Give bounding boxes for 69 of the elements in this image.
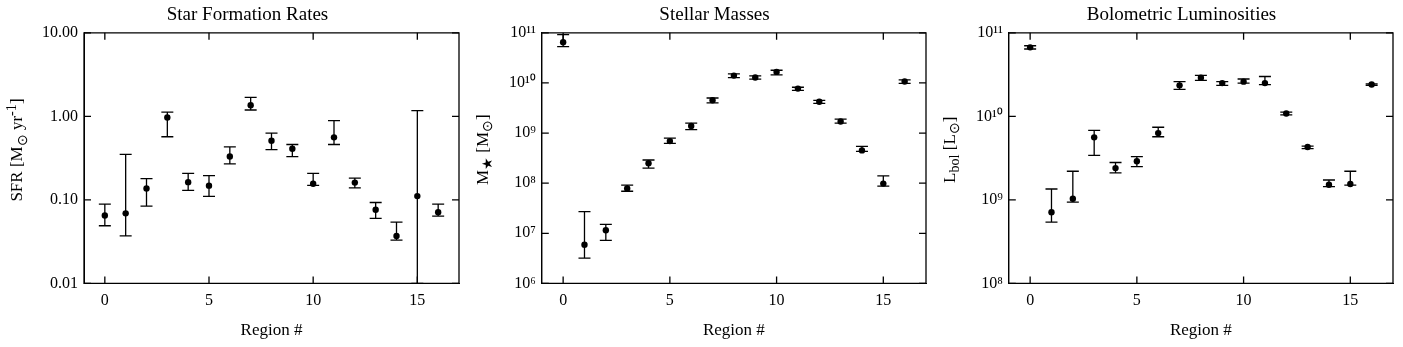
x-tick-label: 0 <box>100 291 109 309</box>
x-tick-label: 5 <box>205 291 213 309</box>
y-tick-label: 10⁹ <box>981 190 1004 208</box>
y-tick-label: 0.01 <box>50 273 78 291</box>
y-tick-label: 10¹¹ <box>977 23 1003 40</box>
point <box>752 74 759 81</box>
point <box>1048 209 1055 216</box>
x-tick-label: 15 <box>875 291 892 309</box>
point <box>289 145 296 152</box>
y-tick-label: 10.00 <box>42 23 78 40</box>
point <box>226 153 234 160</box>
y-tick-label: 10⁹ <box>514 123 537 141</box>
point <box>247 101 254 109</box>
y-tick-label: 10⁸ <box>514 173 536 191</box>
x-tick-label: 15 <box>1342 291 1359 309</box>
x-tick-label: 0 <box>1026 291 1035 309</box>
point <box>1283 110 1290 117</box>
x-axis-title: Region # <box>702 320 766 340</box>
point <box>773 68 780 76</box>
chart-title: Bolometric Luminosities <box>1086 3 1277 25</box>
point <box>602 227 610 234</box>
y-tick-label: 10¹⁰ <box>976 106 1003 124</box>
y-tick-label: 10⁸ <box>981 273 1003 291</box>
point <box>205 182 213 189</box>
x-tick-label: 10 <box>305 291 322 309</box>
point <box>1261 79 1269 87</box>
point <box>434 209 442 216</box>
point <box>1069 195 1077 202</box>
point <box>645 160 652 167</box>
y-tick-label: 10⁶ <box>514 273 536 291</box>
x-tick-label: 5 <box>1132 291 1141 309</box>
x-tick-label: 0 <box>559 291 568 309</box>
point <box>901 78 908 85</box>
point <box>559 38 567 46</box>
point <box>309 180 317 187</box>
point <box>1240 78 1247 85</box>
y-tick-label: 10¹⁰ <box>509 73 536 91</box>
point <box>122 210 129 217</box>
point <box>101 212 109 219</box>
chart-title: Star Formation Rates <box>166 3 329 25</box>
x-axis-title: Region # <box>1169 320 1233 340</box>
point <box>709 97 716 104</box>
point <box>372 206 379 214</box>
x-tick-label: 10 <box>768 291 785 309</box>
point <box>393 232 400 240</box>
point <box>330 134 338 141</box>
point <box>581 241 588 248</box>
point <box>414 192 421 200</box>
point <box>816 98 823 105</box>
point <box>1347 180 1354 188</box>
x-axis-title: Region # <box>240 320 303 340</box>
point <box>143 185 150 192</box>
y-tick-label: 10¹¹ <box>510 23 536 40</box>
point <box>1219 79 1226 87</box>
point <box>1304 143 1311 151</box>
point <box>688 122 695 130</box>
y-tick-label: 10⁷ <box>514 223 536 241</box>
point <box>1368 81 1375 88</box>
y-tick-label: 1.00 <box>50 106 78 124</box>
point <box>837 118 844 125</box>
point <box>1090 134 1098 141</box>
x-tick-label: 10 <box>1235 291 1252 309</box>
point <box>880 180 887 187</box>
point <box>164 114 171 121</box>
point <box>1155 129 1162 137</box>
y-tick-label: 0.10 <box>50 190 78 208</box>
chart-title: Stellar Masses <box>659 3 770 25</box>
x-tick-label: 15 <box>409 291 426 309</box>
x-tick-label: 5 <box>665 291 674 309</box>
